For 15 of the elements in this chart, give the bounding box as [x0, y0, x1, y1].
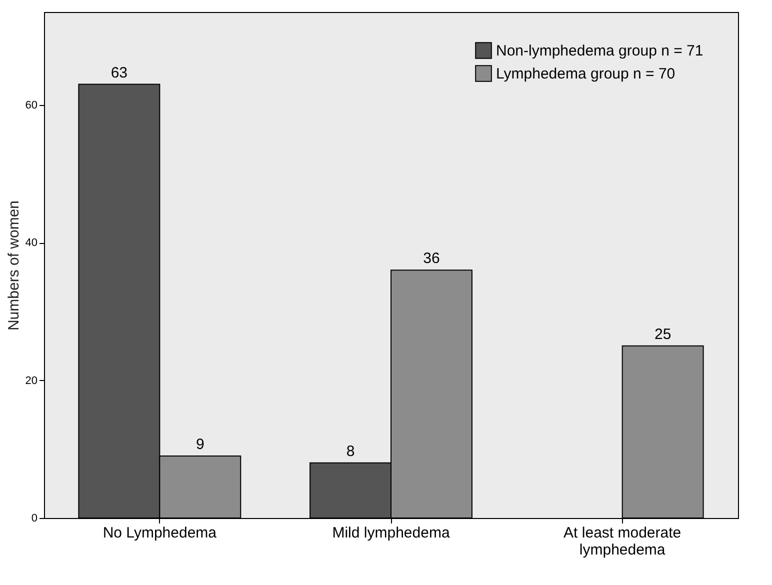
data-label: 8 — [346, 442, 355, 460]
x-tick-label: At least moderate lymphedema — [564, 524, 682, 558]
legend-label: Lymphedema group n = 70 — [496, 66, 676, 82]
data-label: 25 — [654, 326, 672, 343]
y-tick-label: 40 — [25, 237, 38, 250]
data-label: 9 — [196, 436, 204, 454]
y-axis-title: Numbers of women — [5, 200, 22, 331]
y-tick-label: 20 — [25, 374, 38, 387]
x-tick-label: Mild lymphedema — [332, 524, 450, 542]
legend-label: Non-lymphedema group n = 71 — [496, 42, 704, 60]
data-label: 63 — [110, 64, 128, 82]
y-tick-label: 0 — [31, 512, 38, 524]
data-label: 36 — [423, 250, 440, 268]
y-tick-label: 60 — [25, 99, 38, 112]
x-tick-label: No Lymphedema — [102, 524, 218, 542]
